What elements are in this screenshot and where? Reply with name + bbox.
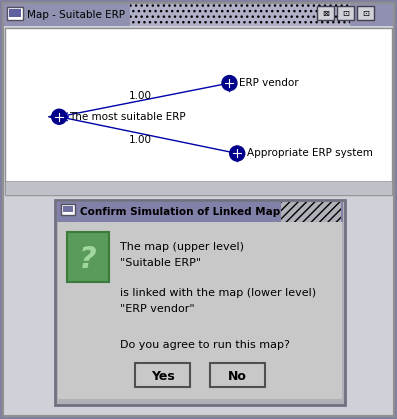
Bar: [7, 7, 23, 20]
Text: ⊡: ⊡: [342, 8, 349, 18]
Bar: [9, 9, 21, 17]
Text: is linked with the map (lower level): is linked with the map (lower level): [120, 288, 316, 298]
Bar: [357, 6, 374, 20]
Bar: [130, 4, 350, 26]
Bar: [55, 200, 345, 405]
Text: The map (upper level): The map (upper level): [120, 242, 244, 252]
Text: ERP vendor: ERP vendor: [239, 78, 299, 88]
Circle shape: [222, 75, 237, 91]
Bar: [58, 222, 342, 399]
Bar: [4, 4, 393, 26]
Text: ⊠: ⊠: [322, 8, 329, 18]
Bar: [5, 181, 392, 195]
Text: The most suitable ERP: The most suitable ERP: [69, 112, 185, 122]
Text: Yes: Yes: [150, 370, 174, 383]
Circle shape: [52, 109, 67, 124]
Bar: [61, 204, 75, 215]
Bar: [63, 206, 73, 212]
Bar: [210, 363, 265, 387]
Text: 1.00: 1.00: [129, 91, 152, 101]
Text: 1.00: 1.00: [129, 134, 152, 145]
Text: Do you agree to run this map?: Do you agree to run this map?: [120, 340, 290, 350]
Circle shape: [230, 146, 245, 161]
Bar: [67, 232, 109, 282]
Text: "Suitable ERP": "Suitable ERP": [120, 258, 201, 268]
Bar: [5, 28, 392, 195]
Text: Map - Suitable ERP: Map - Suitable ERP: [27, 10, 125, 20]
Text: Confirm Simulation of Linked Map: Confirm Simulation of Linked Map: [80, 207, 280, 217]
Text: No: No: [228, 370, 247, 383]
Text: ?: ?: [79, 245, 97, 274]
Bar: [281, 202, 341, 222]
Text: ⊡: ⊡: [362, 8, 369, 18]
Bar: [57, 202, 343, 222]
Bar: [337, 6, 354, 20]
Bar: [317, 6, 334, 20]
Text: "ERP vendor": "ERP vendor": [120, 304, 195, 314]
Text: Appropriate ERP system: Appropriate ERP system: [247, 148, 372, 158]
Bar: [135, 363, 190, 387]
